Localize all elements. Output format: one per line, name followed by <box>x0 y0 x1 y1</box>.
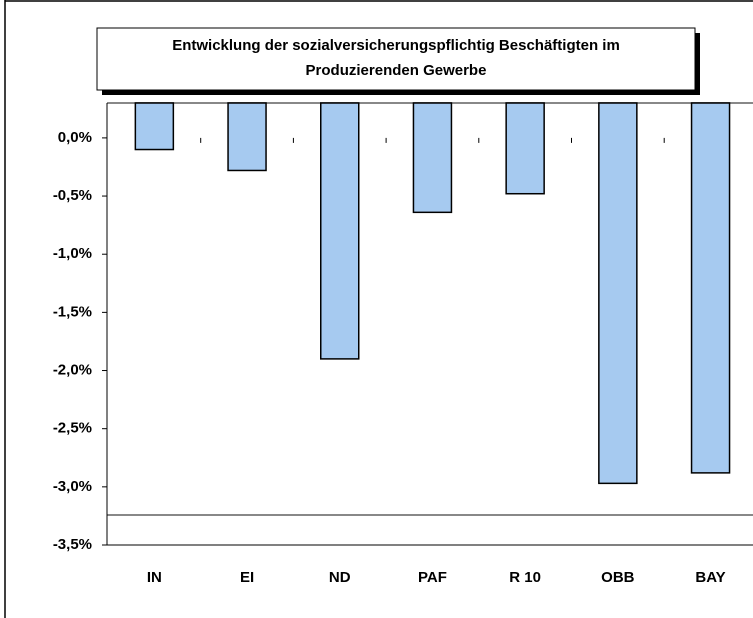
y-tick-label: -3,0% <box>53 478 92 495</box>
y-tick-label: -2,5% <box>53 420 92 437</box>
x-tick-label: IN <box>147 569 162 586</box>
y-tick-label: -0,5% <box>53 187 92 204</box>
x-tick-label: R 10 <box>509 569 541 586</box>
bar <box>598 102 638 485</box>
y-tick-label: 0,0% <box>58 129 92 146</box>
y-tick-label: -1,5% <box>53 303 92 320</box>
title-box <box>96 27 696 91</box>
bar <box>227 102 267 172</box>
x-tick-label: OBB <box>601 569 635 586</box>
x-tick-label: PAF <box>418 569 447 586</box>
y-tick-label: -1,0% <box>53 245 92 262</box>
bar <box>412 102 453 214</box>
bar <box>690 102 731 474</box>
y-tick-label: -3,5% <box>53 536 92 553</box>
bar <box>320 102 360 360</box>
bar <box>134 102 175 151</box>
x-tick-label: BAY <box>695 569 725 586</box>
x-tick-label: EI <box>240 569 254 586</box>
x-tick-label: ND <box>329 569 351 586</box>
y-tick-label: -2,0% <box>53 361 92 378</box>
bar <box>505 102 545 195</box>
chart-title: Entwicklung der sozialversicherungspflic… <box>172 37 620 79</box>
